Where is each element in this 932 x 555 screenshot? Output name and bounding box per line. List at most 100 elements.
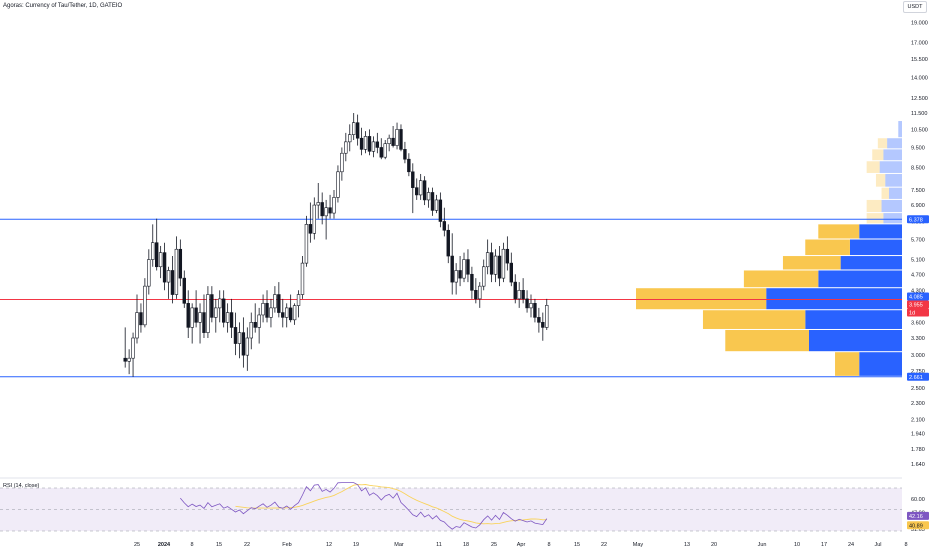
time-tick: 11 (436, 542, 442, 548)
candle (249, 312, 253, 350)
time-tick: Jul (874, 542, 881, 548)
price-tick: 8.500 (911, 165, 925, 171)
svg-text:3.955: 3.955 (909, 303, 923, 309)
candle (363, 131, 368, 154)
volume-profile-up-bar (782, 256, 841, 270)
candle (446, 224, 450, 264)
candle (202, 294, 206, 338)
currency-button[interactable]: USDT (903, 1, 927, 13)
candle (273, 286, 277, 313)
svg-text:42.16: 42.16 (909, 514, 923, 520)
candle (415, 178, 419, 200)
candle (505, 236, 510, 271)
candle (135, 294, 139, 344)
time-tick: 13 (684, 542, 690, 548)
price-tick: 7.500 (911, 188, 925, 194)
candle (162, 242, 167, 291)
candle (383, 140, 387, 160)
candle (438, 192, 443, 228)
volume-profile-up-bar (866, 161, 880, 173)
candle (182, 270, 186, 308)
volume-profile-up-bar (872, 149, 884, 161)
candle (151, 224, 155, 267)
candles (123, 113, 549, 377)
candle (269, 298, 273, 328)
candle (474, 278, 478, 304)
price-tick: 4.300 (911, 288, 925, 294)
time-tick: 15 (574, 542, 580, 548)
price-tick: 15.500 (911, 57, 928, 63)
candle (407, 153, 411, 177)
time-tick: 25 (134, 542, 140, 548)
volume-profile-down-bar (883, 213, 902, 224)
rsi-lines (179, 482, 548, 530)
price-tick: 5.700 (911, 238, 925, 244)
candle (344, 132, 348, 162)
volume-profile-up-bar (881, 187, 889, 199)
candle (155, 218, 159, 271)
price-tick: 19.000 (911, 21, 928, 27)
price-tick: 3.000 (911, 353, 925, 359)
rsi-panel (0, 477, 902, 532)
time-axis[interactable]: 25 2024 8 15 22 Feb 12 19 Mar 11 18 25 Apr 8 15 22 May 13… (134, 542, 908, 548)
volume-profile-up-bar (636, 288, 767, 310)
volume-profile-up-bar (702, 310, 806, 329)
volume-profile-down-bar (883, 149, 902, 161)
rsi-indicator-label[interactable]: RSI (14, close) (3, 483, 40, 489)
time-tick: Jun (758, 542, 767, 548)
candle (537, 307, 541, 333)
candle (296, 290, 301, 318)
rsi-ma-value-tag: 40.89 (907, 521, 929, 530)
candle (395, 122, 399, 150)
time-tick: Apr (517, 542, 526, 548)
price-tick: 9.500 (911, 145, 925, 151)
time-tick: 22 (244, 542, 250, 548)
candle (418, 173, 423, 200)
time-tick: 25 (491, 542, 497, 548)
volume-profile-down-bar (805, 310, 902, 329)
candle (328, 194, 332, 219)
candle (379, 138, 383, 160)
candle (489, 242, 494, 283)
candle (265, 290, 269, 323)
price-tick: 1.780 (911, 447, 925, 453)
candle (308, 202, 313, 243)
price-axis[interactable]: 19.000 17.000 15.500 14.000 12.500 11.500 10.5… (911, 21, 928, 468)
volume-profile-up-bar (866, 199, 882, 213)
candle (525, 290, 529, 313)
candle (324, 199, 328, 240)
volume-profile-up-bar (743, 270, 819, 288)
volume-profile-down-bar (849, 239, 902, 256)
candle (131, 332, 135, 377)
volume-profile-down-bar (887, 138, 902, 149)
candle (359, 127, 364, 156)
time-tick: 19 (353, 542, 359, 548)
symbol-title[interactable]: Agoras: Currency of Tau/Tether, 1D, GATE… (3, 3, 123, 9)
price-tick: 2.500 (911, 386, 925, 392)
mid-price-tag: 4.085 (907, 292, 929, 301)
candle (391, 126, 395, 148)
candle (458, 256, 462, 287)
candle (462, 252, 466, 283)
price-tick: 1.940 (911, 432, 925, 438)
time-tick: Mar (394, 542, 404, 548)
candle (348, 124, 352, 152)
horizontal-levels[interactable] (0, 218, 902, 378)
candle (237, 322, 242, 359)
volume-profile-up-bar (818, 224, 860, 239)
price-tick: 10.500 (911, 127, 928, 133)
candle (521, 278, 525, 304)
rsi-tick: 31.65 (911, 527, 925, 533)
volume-profile-down-bar (881, 199, 902, 213)
candle (426, 187, 431, 208)
candle (442, 207, 447, 237)
candle (288, 294, 293, 323)
candle (261, 294, 265, 323)
candle (332, 190, 336, 219)
price-tick: 1.640 (911, 462, 925, 468)
price-tick: 2.100 (911, 417, 925, 423)
candle (509, 252, 513, 287)
time-tick: 20 (711, 542, 717, 548)
